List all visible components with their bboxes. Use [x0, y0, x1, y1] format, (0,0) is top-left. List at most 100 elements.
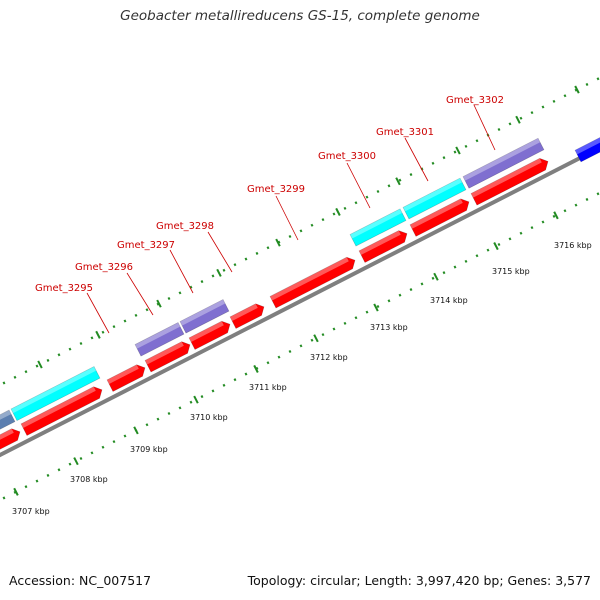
outer-tick — [354, 201, 358, 205]
backbone-line — [0, 145, 600, 458]
inner-tick — [519, 231, 523, 235]
inner-tick — [343, 321, 347, 325]
inner-major-tick — [373, 303, 379, 312]
accession-label: Accession: NC_007517 — [9, 573, 152, 588]
inner-tick — [112, 440, 116, 444]
outer-tick — [2, 381, 6, 385]
inner-tick — [233, 378, 237, 382]
scale-label: 3713 kbp — [370, 323, 408, 332]
outer-tick — [178, 291, 182, 295]
outer-major-tick — [574, 85, 580, 94]
gene-label: Gmet_3296 — [75, 262, 133, 273]
inner-tick — [123, 434, 127, 438]
outer-tick — [79, 342, 83, 346]
gene-label: Gmet_3300 — [318, 151, 376, 162]
inner-major-tick — [433, 272, 439, 281]
outer-tick — [277, 240, 281, 244]
inner-major-tick — [253, 364, 259, 373]
outer-tick — [332, 212, 336, 216]
outer-tick — [24, 370, 28, 374]
inner-tick — [101, 445, 105, 449]
cds-forward — [409, 198, 470, 237]
rna-feature — [349, 208, 407, 247]
inner-tick — [156, 417, 160, 421]
outer-tick — [167, 296, 171, 300]
inner-tick — [442, 271, 446, 275]
cds-reverse — [134, 322, 185, 357]
gene-label: Gmet_3298 — [156, 221, 214, 232]
outer-tick — [596, 77, 600, 81]
inner-tick — [497, 242, 501, 247]
gene-label: Gmet_3302 — [446, 95, 504, 106]
outer-tick — [387, 184, 391, 188]
scale-label: 3707 kbp — [12, 507, 50, 516]
inner-major-tick — [193, 395, 199, 404]
inner-tick — [266, 361, 270, 365]
inner-tick — [57, 468, 61, 472]
outer-tick — [497, 127, 501, 132]
inner-tick — [13, 490, 17, 494]
inner-tick — [486, 248, 490, 252]
inner-tick — [68, 462, 72, 466]
gene-leader-line — [207, 231, 233, 273]
outer-major-tick — [156, 299, 162, 308]
inner-tick — [365, 310, 369, 314]
inner-tick — [354, 316, 358, 320]
inner-tick — [574, 203, 578, 207]
inner-tick — [552, 214, 556, 218]
outer-tick — [508, 122, 512, 126]
outer-tick — [255, 251, 259, 255]
outer-major-tick — [335, 207, 341, 216]
outer-major-tick — [216, 268, 222, 277]
cds-forward — [144, 341, 191, 373]
inner-tick — [530, 226, 534, 230]
outer-tick — [244, 257, 248, 261]
inner-tick — [409, 288, 413, 292]
gene-leader-line — [473, 104, 496, 151]
gene-leader-line — [126, 272, 154, 316]
inner-tick — [508, 237, 512, 241]
inner-tick — [255, 366, 259, 370]
outer-major-tick — [395, 177, 401, 186]
outer-tick — [123, 319, 127, 323]
scale-label: 3716 kbp — [554, 241, 592, 250]
outer-tick — [563, 94, 567, 98]
outer-tick — [343, 206, 347, 210]
outer-tick — [398, 178, 402, 182]
gene-leader-line — [86, 292, 110, 334]
inner-major-tick — [133, 426, 139, 435]
inner-tick — [79, 457, 83, 461]
inner-tick — [244, 372, 248, 376]
inner-tick — [222, 383, 226, 387]
inner-tick — [321, 333, 325, 337]
genome-summary: Topology: circular; Length: 3,997,420 bp… — [247, 573, 591, 588]
outer-major-tick — [37, 360, 43, 369]
outer-tick — [13, 375, 17, 379]
cds-forward — [229, 303, 265, 329]
inner-tick — [420, 282, 424, 286]
gene-leader-line — [275, 195, 299, 241]
outer-tick — [321, 218, 325, 222]
outer-tick — [90, 336, 94, 340]
outer-tick — [530, 111, 534, 115]
inner-major-tick — [313, 334, 319, 343]
outer-tick — [475, 139, 479, 143]
outer-tick — [35, 364, 39, 368]
inner-tick — [90, 451, 94, 455]
inner-major-tick — [13, 487, 19, 496]
outer-tick — [156, 302, 160, 306]
outer-major-tick — [95, 330, 101, 339]
scale-label: 3709 kbp — [130, 445, 168, 454]
scale-label: 3708 kbp — [70, 475, 108, 484]
cds-forward — [470, 158, 549, 206]
inner-tick — [596, 192, 600, 196]
inner-tick — [24, 485, 28, 489]
gene-leader-line — [169, 249, 194, 294]
inner-tick — [2, 496, 6, 500]
inner-tick — [563, 209, 567, 213]
inner-tick — [35, 479, 39, 483]
inner-tick — [453, 265, 457, 269]
outer-tick — [376, 189, 380, 193]
outer-tick — [222, 268, 226, 272]
inner-tick — [387, 299, 391, 303]
